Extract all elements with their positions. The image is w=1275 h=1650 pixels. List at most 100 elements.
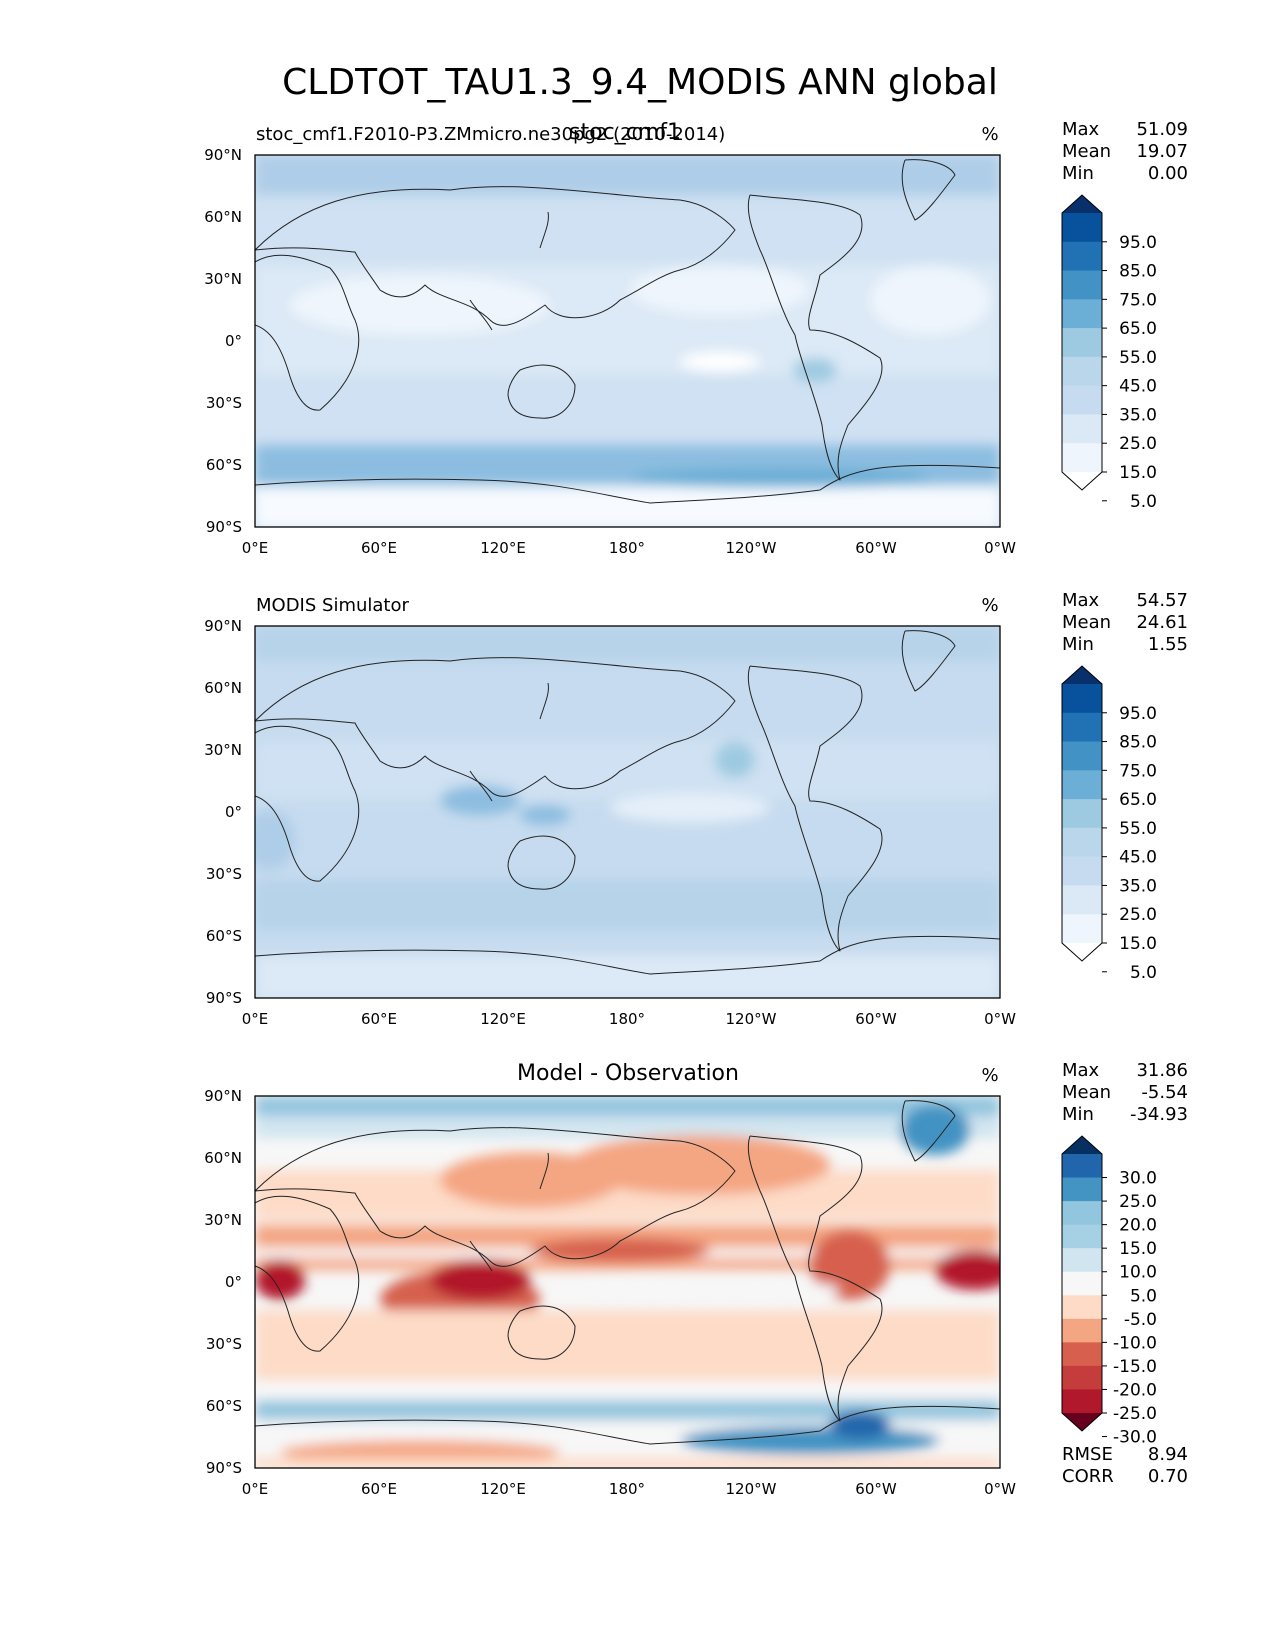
x-tick-label: 120°W — [726, 1480, 777, 1498]
stat-max-label: Max — [1062, 119, 1100, 140]
x-tick-label: 60°E — [361, 1010, 397, 1028]
colorbar-tick-label: 5.0 — [1130, 963, 1157, 983]
y-tick-label: 60°S — [206, 927, 242, 945]
colorbar-model: 95.0 85.0 75.0 65.0 55.0 45.0 35.0 25.0 15.0 5.0 — [1061, 194, 1157, 512]
colorbar-tick-label: 65.0 — [1119, 790, 1157, 810]
x-tick-label: 60°W — [855, 1480, 897, 1498]
colorbar-tick-label: 65.0 — [1119, 319, 1157, 339]
rmse-value: 8.94 — [1148, 1444, 1188, 1465]
colorbar-tick-label: 95.0 — [1119, 704, 1157, 724]
panel-units: % — [981, 595, 998, 616]
colorbar-tick-label: 5.0 — [1130, 492, 1157, 512]
colorbar-segment — [1062, 1201, 1102, 1226]
stat-min-label: Min — [1062, 163, 1094, 184]
stat-min-value: 0.00 — [1148, 163, 1188, 184]
colorbar-segment — [1062, 1154, 1102, 1179]
y-tick-labels: 90°N 60°N 30°N 0° 30°S 60°S 90°S — [204, 617, 242, 1007]
y-tick-label: 60°N — [204, 679, 242, 697]
colorbar-segment — [1062, 1389, 1102, 1414]
y-tick-label: 90°S — [206, 989, 242, 1007]
stat-mean-label: Mean — [1062, 1082, 1111, 1103]
panel-left-title: MODIS Simulator — [256, 595, 409, 616]
x-tick-label: 0°W — [984, 1010, 1016, 1028]
colorbar-segment — [1062, 1295, 1102, 1320]
y-tick-label: 30°N — [204, 741, 242, 759]
colorbar-segment — [1062, 443, 1102, 473]
stat-min-value: 1.55 — [1148, 634, 1188, 655]
stat-min-value: -34.93 — [1130, 1104, 1188, 1125]
x-tick-label: 120°W — [726, 1010, 777, 1028]
stats-block: Max 54.57 Mean 24.61 Min 1.55 — [1062, 590, 1188, 655]
colorbar-tick-label: 85.0 — [1119, 262, 1157, 282]
panel-units: % — [981, 1065, 998, 1086]
y-tick-label: 30°S — [206, 865, 242, 883]
x-tick-label: 0°W — [984, 1480, 1016, 1498]
colorbar-tick-label: 5.0 — [1130, 1286, 1157, 1306]
x-tick-label: 180° — [609, 539, 645, 557]
y-tick-label: 30°S — [206, 394, 242, 412]
stat-max-value: 31.86 — [1136, 1060, 1188, 1081]
y-tick-labels: 90°N 60°N 30°N 0° 30°S 60°S 90°S — [204, 1087, 242, 1477]
colorbar-segment — [1062, 270, 1102, 300]
colorbar-tick-label: 95.0 — [1119, 233, 1157, 253]
colorbar-segment — [1062, 741, 1102, 771]
panel-model: stoc_cmf1.F2010-P3.ZMmicro.ne30pg2 (2010… — [204, 119, 1188, 557]
colorbar-tick-label: 25.0 — [1119, 434, 1157, 454]
stat-max-label: Max — [1062, 590, 1100, 611]
y-tick-label: 90°N — [204, 146, 242, 164]
colorbar-segment — [1062, 1177, 1102, 1202]
panel-left-title: stoc_cmf1.F2010-P3.ZMmicro.ne30pg2 (2010… — [256, 124, 725, 145]
colorbar-observation: 95.0 85.0 75.0 65.0 55.0 45.0 35.0 25.0 15.0 5.0 — [1061, 665, 1157, 983]
coastlines-model — [255, 159, 1000, 504]
colorbar-segment — [1062, 914, 1102, 944]
stat-mean-value: -5.54 — [1141, 1082, 1188, 1103]
stat-min-label: Min — [1062, 634, 1094, 655]
colorbar-segment — [1062, 414, 1102, 444]
y-tick-label: 0° — [225, 332, 242, 350]
colorbar-segment — [1062, 1136, 1102, 1154]
corr-value: 0.70 — [1148, 1466, 1188, 1487]
colorbar-tick-label: 75.0 — [1119, 290, 1157, 310]
y-tick-label: 60°N — [204, 208, 242, 226]
colorbar-segment — [1062, 356, 1102, 387]
colorbar-tick-label: 35.0 — [1119, 876, 1157, 896]
y-tick-label: 0° — [225, 803, 242, 821]
colorbar-segment — [1062, 885, 1102, 915]
x-tick-labels: 0°E 60°E 120°E 180° 120°W 60°W 0°W — [242, 1010, 1016, 1028]
corr-label: CORR — [1062, 1466, 1114, 1487]
stat-mean-value: 19.07 — [1136, 141, 1188, 162]
colorbar-tick-label: 30.0 — [1119, 1169, 1157, 1189]
stat-max-value: 54.57 — [1136, 590, 1188, 611]
colorbar-tick-label: 15.0 — [1119, 1239, 1157, 1259]
y-tick-label: 30°N — [204, 1211, 242, 1229]
map-field-model — [255, 155, 1000, 527]
colorbar-segment — [1062, 1248, 1102, 1273]
map-field-observation — [255, 626, 1000, 998]
colorbar-tick-label: -20.0 — [1113, 1380, 1157, 1400]
colorbar-tick-label: 45.0 — [1119, 848, 1157, 868]
y-tick-label: 90°N — [204, 617, 242, 635]
y-tick-label: 0° — [225, 1273, 242, 1291]
panel-center-title: stoc_cmf1 — [569, 120, 681, 145]
y-tick-label: 60°N — [204, 1149, 242, 1167]
map-frame-model — [254, 154, 1001, 528]
colorbar-segment — [1062, 684, 1102, 714]
x-tick-label: 120°W — [726, 539, 777, 557]
x-tick-label: 60°E — [361, 1480, 397, 1498]
y-tick-label: 30°N — [204, 270, 242, 288]
colorbar-tick-label: 85.0 — [1119, 733, 1157, 753]
colorbar-tick-label: 25.0 — [1119, 905, 1157, 925]
map-frame-difference — [254, 1095, 1001, 1469]
stat-max-label: Max — [1062, 1060, 1100, 1081]
x-tick-label: 60°E — [361, 539, 397, 557]
colorbar-segment — [1062, 1413, 1102, 1431]
colorbar-segment — [1062, 472, 1102, 490]
colorbar-segment — [1062, 770, 1102, 800]
skill-stats: RMSE 8.94 CORR 0.70 — [1062, 1444, 1188, 1487]
x-tick-labels: 0°E 60°E 120°E 180° 120°W 60°W 0°W — [242, 539, 1016, 557]
colorbar-tick-label: -5.0 — [1124, 1310, 1157, 1330]
coastlines-difference — [255, 1100, 1000, 1445]
colorbar-tick-label: 45.0 — [1119, 377, 1157, 397]
colorbar-tick-label: 55.0 — [1119, 348, 1157, 368]
stat-mean-value: 24.61 — [1136, 612, 1188, 633]
